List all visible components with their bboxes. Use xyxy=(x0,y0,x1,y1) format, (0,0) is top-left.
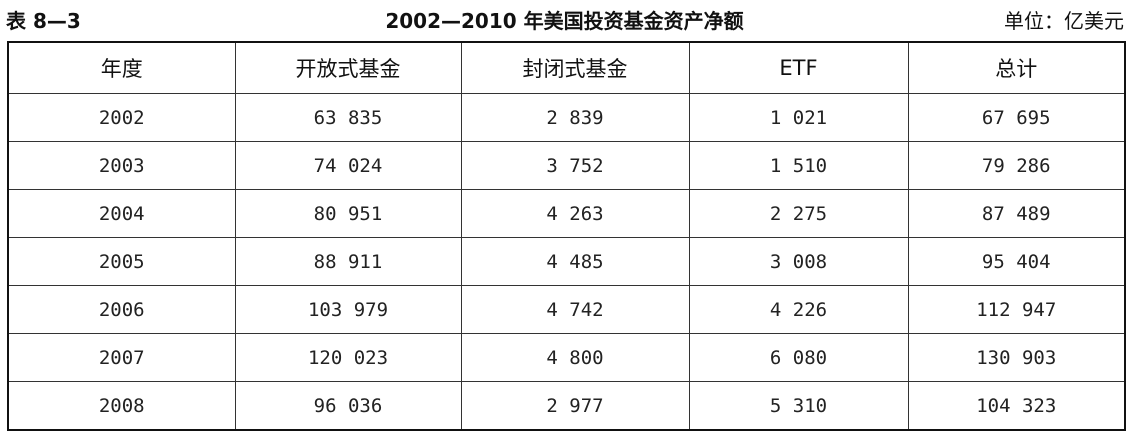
cell-total: 87 489 xyxy=(907,189,1126,238)
cell-closed-end: 2 977 xyxy=(460,381,690,431)
table-caption: 表 8—3 2002—2010 年美国投资基金资产净额 单位：亿美元 xyxy=(0,0,1129,38)
cell-year: 2004 xyxy=(7,189,236,238)
cell-total: 112 947 xyxy=(907,285,1126,334)
fund-assets-table: 年度 开放式基金 封闭式基金 ETF 总计 2002 63 835 2 839 … xyxy=(7,41,1126,431)
header-open-end-fund: 开放式基金 xyxy=(234,41,462,94)
cell-open-end: 96 036 xyxy=(234,381,462,431)
cell-year: 2005 xyxy=(7,237,236,286)
table-title: 2002—2010 年美国投资基金资产净额 xyxy=(385,9,744,33)
cell-open-end: 63 835 xyxy=(234,93,462,142)
header-year: 年度 xyxy=(7,41,236,94)
cell-open-end: 80 951 xyxy=(234,189,462,238)
cell-closed-end: 2 839 xyxy=(460,93,690,142)
table-row: 2004 80 951 4 263 2 275 87 489 xyxy=(7,189,1126,238)
cell-closed-end: 4 742 xyxy=(460,285,690,334)
cell-etf: 5 310 xyxy=(688,381,909,431)
cell-etf: 2 275 xyxy=(688,189,909,238)
table-header-row: 年度 开放式基金 封闭式基金 ETF 总计 xyxy=(7,41,1126,94)
cell-closed-end: 4 485 xyxy=(460,237,690,286)
header-total: 总计 xyxy=(907,41,1126,94)
cell-year: 2003 xyxy=(7,141,236,190)
cell-etf: 1 021 xyxy=(688,93,909,142)
cell-etf: 6 080 xyxy=(688,333,909,382)
cell-year: 2007 xyxy=(7,333,236,382)
cell-etf: 1 510 xyxy=(688,141,909,190)
cell-open-end: 120 023 xyxy=(234,333,462,382)
cell-year: 2002 xyxy=(7,93,236,142)
cell-closed-end: 4 263 xyxy=(460,189,690,238)
header-etf: ETF xyxy=(688,41,909,94)
table-row: 2003 74 024 3 752 1 510 79 286 xyxy=(7,141,1126,190)
cell-total: 95 404 xyxy=(907,237,1126,286)
cell-etf: 4 226 xyxy=(688,285,909,334)
table-row: 2007 120 023 4 800 6 080 130 903 xyxy=(7,333,1126,382)
cell-year: 2008 xyxy=(7,381,236,431)
table-row: 2008 96 036 2 977 5 310 104 323 xyxy=(7,381,1126,431)
cell-closed-end: 4 800 xyxy=(460,333,690,382)
table-row: 2005 88 911 4 485 3 008 95 404 xyxy=(7,237,1126,286)
table-row: 2002 63 835 2 839 1 021 67 695 xyxy=(7,93,1126,142)
table-row: 2006 103 979 4 742 4 226 112 947 xyxy=(7,285,1126,334)
cell-closed-end: 3 752 xyxy=(460,141,690,190)
cell-total: 130 903 xyxy=(907,333,1126,382)
table-unit: 单位：亿美元 xyxy=(1004,9,1124,33)
cell-year: 2006 xyxy=(7,285,236,334)
cell-open-end: 88 911 xyxy=(234,237,462,286)
header-closed-end-fund: 封闭式基金 xyxy=(460,41,690,94)
cell-total: 67 695 xyxy=(907,93,1126,142)
cell-total: 104 323 xyxy=(907,381,1126,431)
cell-etf: 3 008 xyxy=(688,237,909,286)
table-number: 表 8—3 xyxy=(6,9,81,33)
cell-total: 79 286 xyxy=(907,141,1126,190)
cell-open-end: 74 024 xyxy=(234,141,462,190)
cell-open-end: 103 979 xyxy=(234,285,462,334)
